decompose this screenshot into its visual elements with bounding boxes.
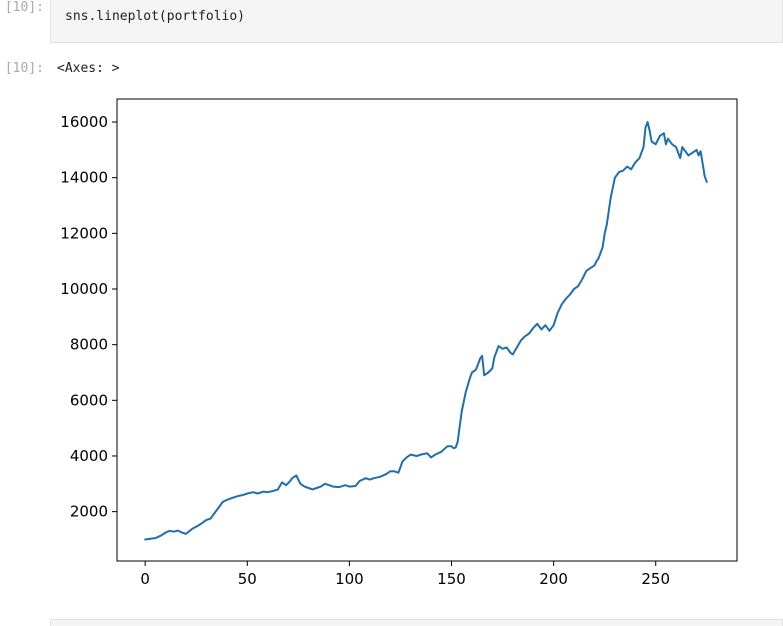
x-tick-label: 200 (539, 570, 568, 588)
code-cell[interactable]: sns.lineplot(portfolio) (50, 0, 783, 43)
next-code-cell[interactable] (50, 619, 783, 626)
y-tick-label: 14000 (60, 169, 108, 187)
y-tick-label: 10000 (60, 280, 108, 298)
y-tick-label: 4000 (70, 447, 108, 465)
y-axis-ticks: 2000 4000 6000 8000 10000 12000 14000 16000 (60, 113, 117, 521)
output-prompt: [10]: (4, 61, 44, 76)
input-prompt: [10]: (4, 0, 44, 15)
x-axis-ticks: 0 50 100 150 200 250 (140, 561, 670, 588)
y-tick-label: 6000 (70, 391, 108, 409)
x-tick-label: 150 (437, 570, 466, 588)
y-tick-label: 16000 (60, 113, 108, 131)
axes-frame (116, 98, 738, 562)
code-line[interactable]: sns.lineplot(portfolio) (65, 9, 246, 24)
y-tick-label: 12000 (60, 224, 108, 242)
x-tick-label: 100 (335, 570, 364, 588)
series-line (144, 121, 708, 541)
x-tick-label: 250 (641, 570, 670, 588)
x-tick-label: 0 (140, 570, 150, 588)
y-tick-label: 8000 (70, 336, 108, 354)
x-tick-label: 50 (238, 570, 257, 588)
output-text: <Axes: > (57, 61, 120, 76)
y-tick-label: 2000 (70, 503, 108, 521)
